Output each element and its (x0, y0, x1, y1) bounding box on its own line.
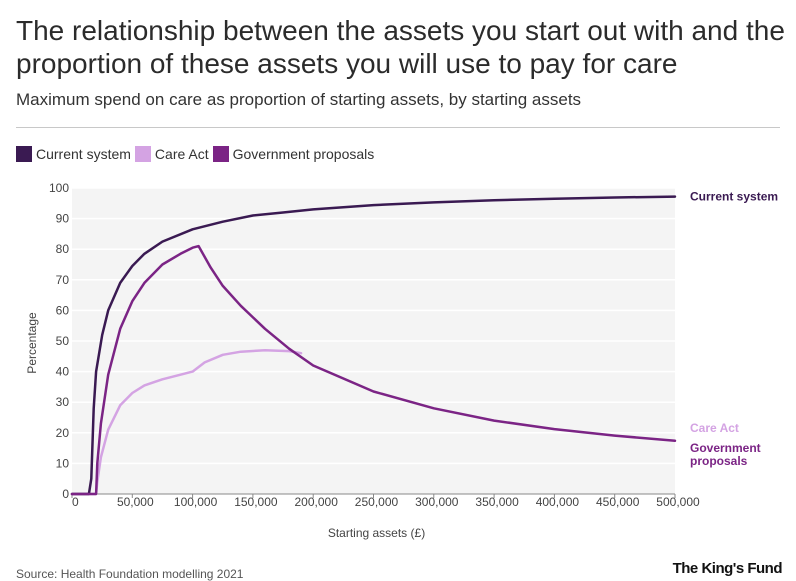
y-tick-label: 40 (56, 365, 70, 379)
y-tick-label: 80 (56, 242, 70, 256)
legend-label-government-proposals: Government proposals (232, 146, 375, 162)
x-tick-label: 50,000 (117, 495, 154, 509)
x-tick-label: 500,000 (656, 495, 700, 509)
y-tick-label: 90 (56, 212, 70, 226)
y-axis-title: Percentage (25, 312, 39, 374)
legend-item-care-act: Care Act (134, 146, 209, 162)
legend-swatch-current-system (16, 146, 32, 162)
series-line-current-system (70, 195, 677, 496)
y-tick-label: 70 (56, 273, 70, 287)
y-tick-label: 0 (62, 487, 69, 501)
series-line-care-act (70, 348, 303, 496)
legend-swatch-care-act (134, 146, 151, 162)
end-label-care-act: Care Act (690, 421, 739, 435)
x-tick-label: 300,000 (415, 495, 459, 509)
x-tick-label: 150,000 (234, 495, 278, 509)
end-label-government-proposals: Government proposals (690, 441, 761, 468)
end-label-current-system: Current system (690, 190, 778, 204)
source-note: Source: Health Foundation modelling 2021 (16, 567, 244, 581)
series-line-government-proposals (70, 244, 677, 496)
title-divider (16, 127, 780, 128)
kings-fund-logo: The King's Fund (672, 560, 783, 577)
line-chart: 0 10 20 30 40 50 60 70 80 90 100 0 50,000 100,000 150,… (25, 181, 778, 540)
y-tick-label: 50 (56, 334, 70, 348)
chart-title: The relationship between the assets you … (16, 15, 785, 79)
legend-item-current-system: Current system (16, 146, 131, 162)
legend-item-government-proposals: Government proposals (212, 146, 375, 162)
legend-label-current-system: Current system (36, 146, 131, 162)
y-tick-label: 30 (56, 395, 70, 409)
legend-swatch-government-proposals (212, 146, 229, 162)
x-axis-title: Starting assets (£) (328, 526, 425, 540)
legend-label-care-act: Care Act (154, 146, 209, 162)
chart-legend: Current system Care Act Government propo… (16, 146, 378, 162)
y-tick-label: 20 (56, 426, 70, 440)
x-tick-label: 250,000 (355, 495, 399, 509)
y-tick-label: 60 (56, 303, 70, 317)
x-tick-label: 400,000 (536, 495, 580, 509)
x-tick-label: 350,000 (475, 495, 519, 509)
y-tick-label: 10 (56, 456, 70, 470)
y-tick-label: 100 (49, 181, 69, 195)
x-tick-label: 450,000 (596, 495, 640, 509)
x-tick-label: 0 (72, 495, 79, 509)
x-tick-label: 200,000 (295, 495, 339, 509)
x-tick-label: 100,000 (174, 495, 218, 509)
chart-subtitle: Maximum spend on care as proportion of s… (16, 90, 582, 109)
